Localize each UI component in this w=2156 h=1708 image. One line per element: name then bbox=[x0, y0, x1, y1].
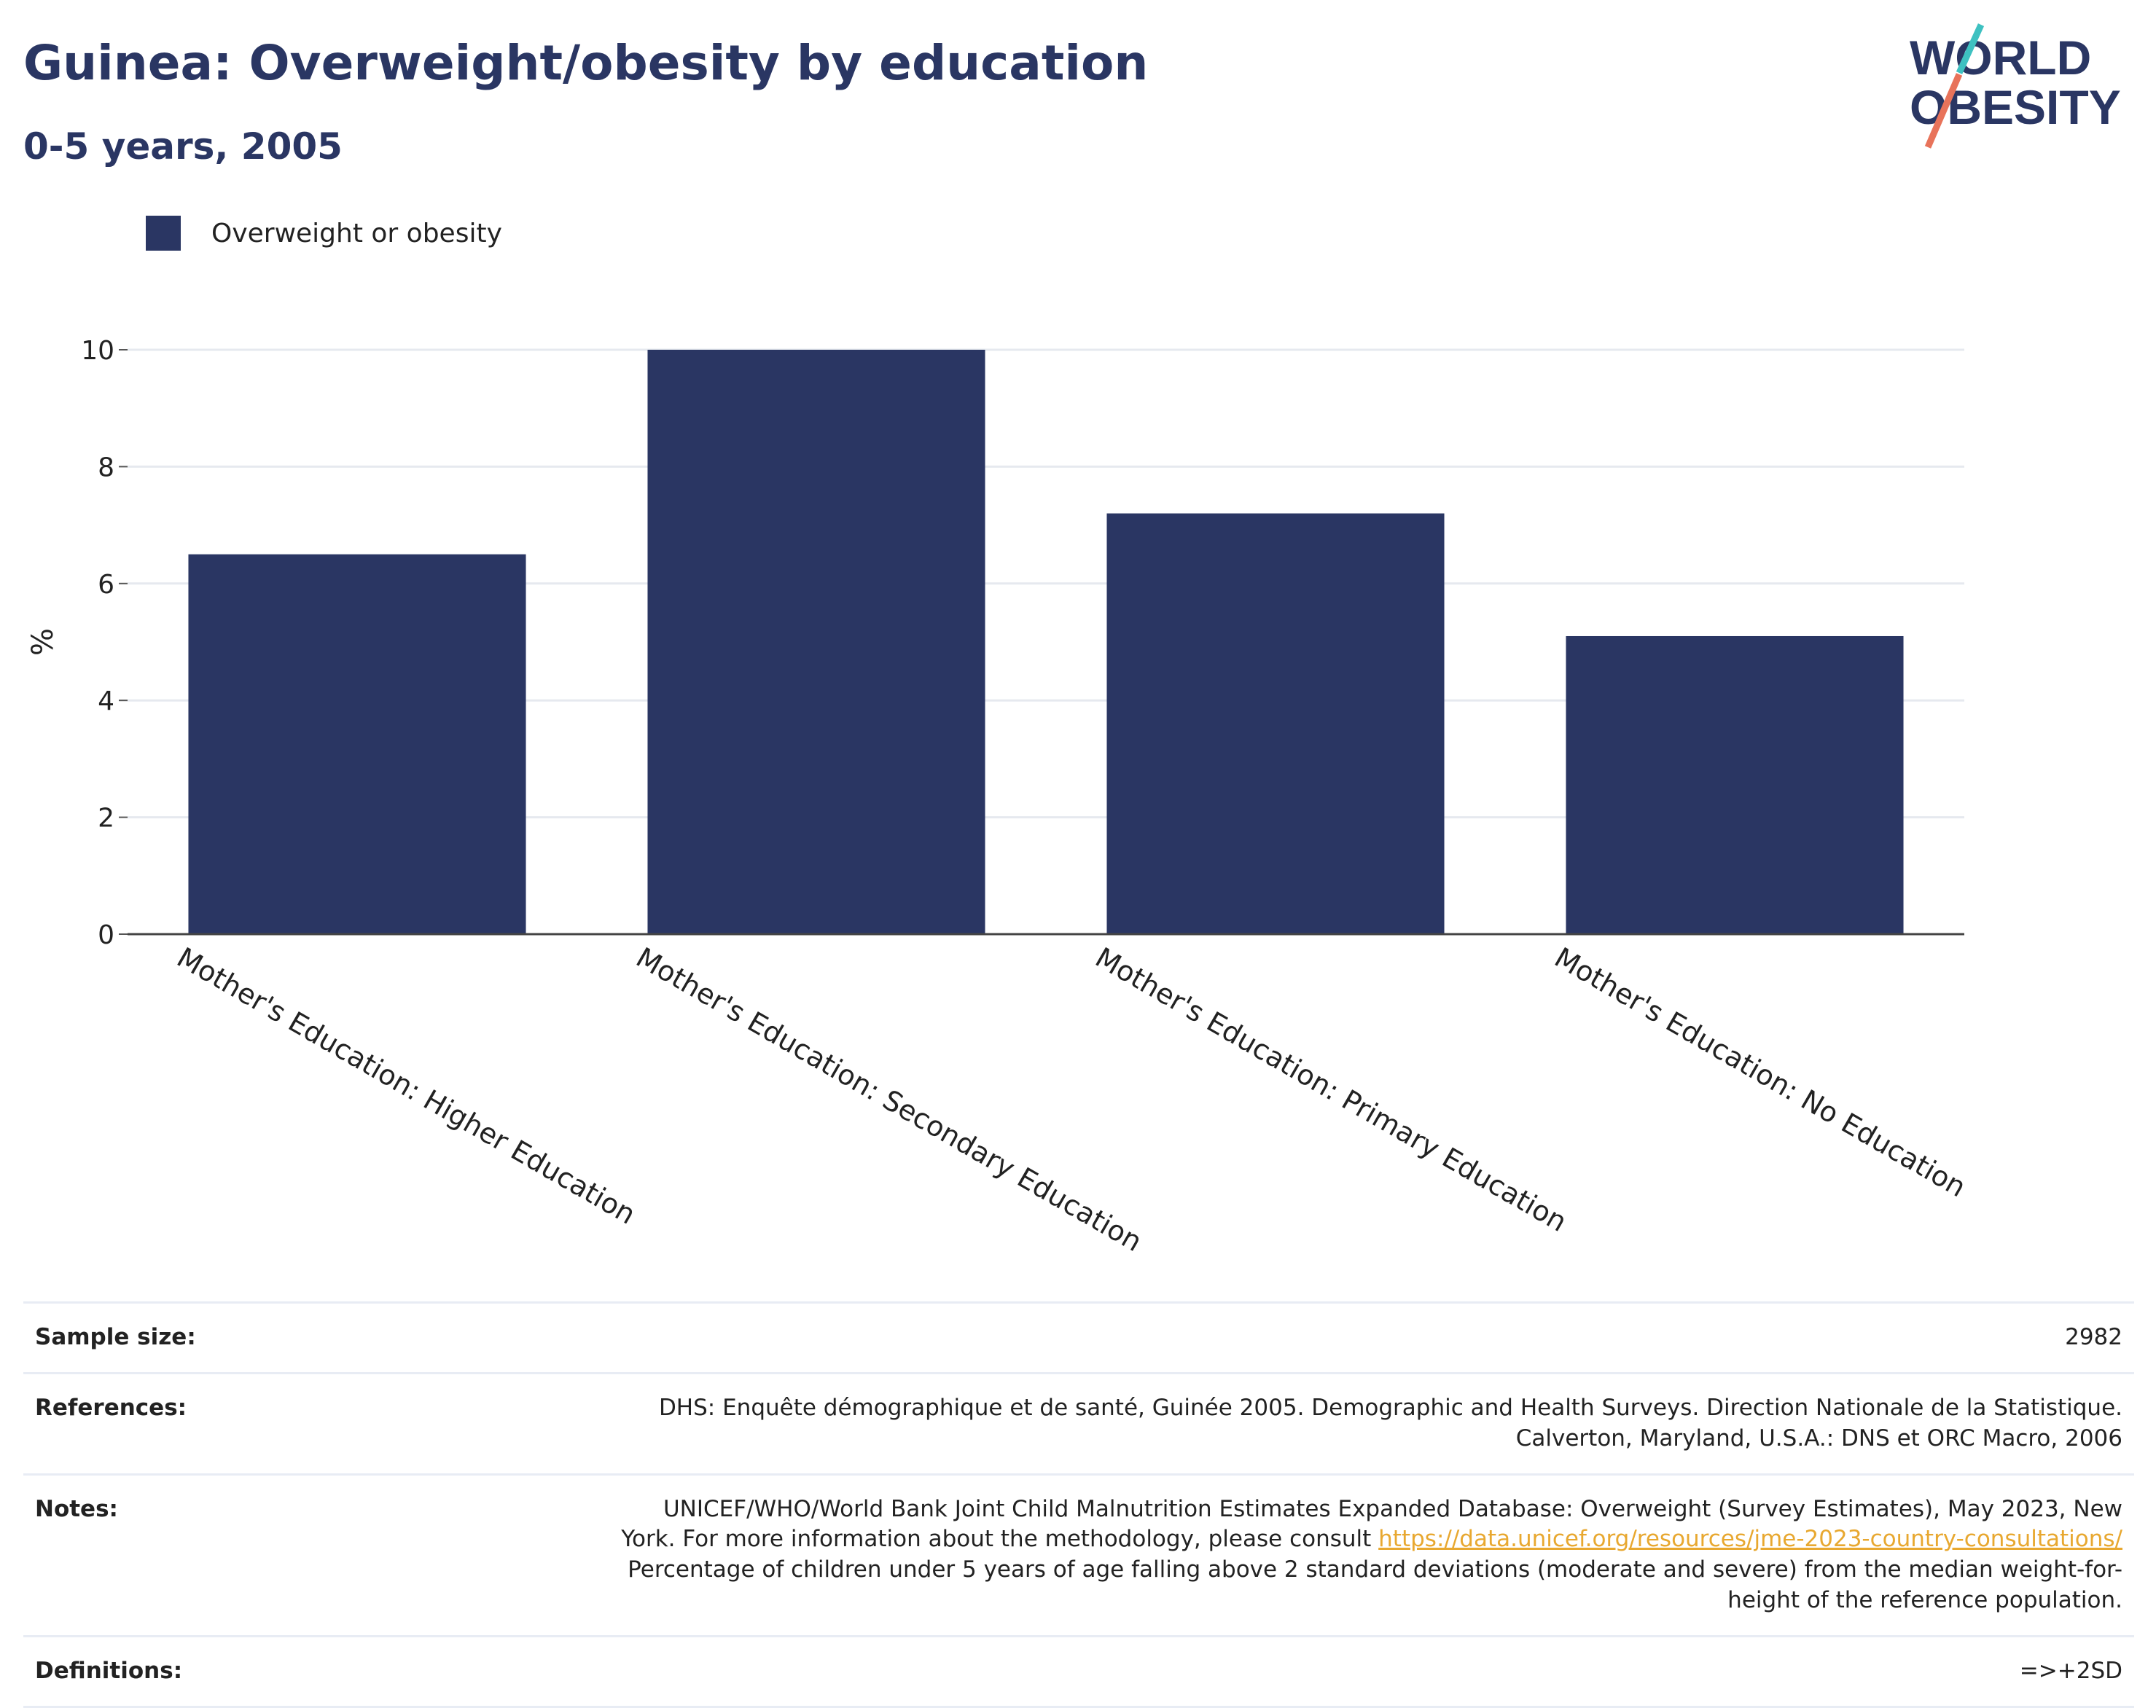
chart-title: Guinea: Overweight/obesity by education bbox=[23, 35, 1149, 91]
x-tick-label: Mother's Education: Primary Education bbox=[1090, 941, 1573, 1238]
y-tick-label: 4 bbox=[98, 686, 114, 716]
x-tick-label: Mother's Education: Higher Education bbox=[172, 941, 641, 1231]
definitions-label: Definitions: bbox=[23, 1634, 411, 1708]
chart-legend: Overweight or obesity bbox=[146, 216, 502, 251]
legend-swatch bbox=[146, 216, 181, 251]
notes-line-4: height of the reference population. bbox=[1727, 1587, 2122, 1614]
bar bbox=[1106, 513, 1445, 934]
references-line-1: DHS: Enquête démographique et de santé, … bbox=[658, 1394, 2122, 1421]
y-tick-label: 2 bbox=[98, 804, 114, 834]
x-tick-label: Mother's Education: Secondary Education bbox=[631, 941, 1148, 1258]
legend-label: Overweight or obesity bbox=[211, 218, 502, 248]
notes-line-1: UNICEF/WHO/World Bank Joint Child Malnut… bbox=[663, 1495, 2122, 1522]
references-row: References: DHS: Enquête démographique e… bbox=[23, 1371, 2134, 1476]
notes-methodology-link[interactable]: https://data.unicef.org/resources/jme-20… bbox=[1378, 1526, 2122, 1553]
sample-size-label: Sample size: bbox=[23, 1301, 411, 1374]
y-tick-label: 6 bbox=[98, 570, 114, 600]
notes-value: UNICEF/WHO/World Bank Joint Child Malnut… bbox=[411, 1473, 2134, 1637]
references-value: DHS: Enquête démographique et de santé, … bbox=[411, 1371, 2134, 1476]
references-line-2: Calverton, Maryland, U.S.A.: DNS et ORC … bbox=[1515, 1425, 2122, 1452]
logo-stroke-teal bbox=[1956, 23, 1985, 74]
bar-chart: 0 2 4 6 8 10% Mother's Education: Higher Educa… bbox=[26, 336, 1972, 1258]
chart-subtitle: 0-5 years, 2005 bbox=[23, 125, 343, 168]
references-label: References: bbox=[23, 1371, 411, 1476]
notes-label: Notes: bbox=[23, 1473, 411, 1637]
notes-line-3: Percentage of children under 5 years of … bbox=[628, 1556, 2122, 1583]
x-tick-label: Mother's Education: No Education bbox=[1550, 941, 1972, 1204]
y-tick-label: 0 bbox=[98, 920, 114, 950]
y-tick-label: 8 bbox=[98, 453, 114, 482]
notes-row: Notes: UNICEF/WHO/World Bank Joint Child… bbox=[23, 1473, 2134, 1637]
logo-stroke-coral bbox=[1924, 73, 1963, 149]
y-axis-label: % bbox=[26, 628, 60, 656]
info-table: Sample size: 2982 References: DHS: Enquê… bbox=[23, 1301, 2134, 1708]
notes-line-2: York. For more information about the met… bbox=[621, 1526, 1372, 1553]
bar bbox=[1566, 635, 1904, 934]
definitions-row: Definitions: =>+2SD bbox=[23, 1634, 2134, 1708]
bar bbox=[188, 554, 526, 934]
sample-size-row: Sample size: 2982 bbox=[23, 1301, 2134, 1374]
y-tick-label: 10 bbox=[81, 336, 114, 366]
bar bbox=[647, 350, 985, 934]
sample-size-value: 2982 bbox=[411, 1301, 2134, 1374]
logo-text-obesity: OBESITY bbox=[1910, 80, 2121, 134]
world-obesity-logo: WORLD OBESITY bbox=[1910, 23, 2121, 149]
logo-text-world: WORLD bbox=[1910, 31, 2091, 85]
definitions-value: =>+2SD bbox=[411, 1634, 2134, 1708]
